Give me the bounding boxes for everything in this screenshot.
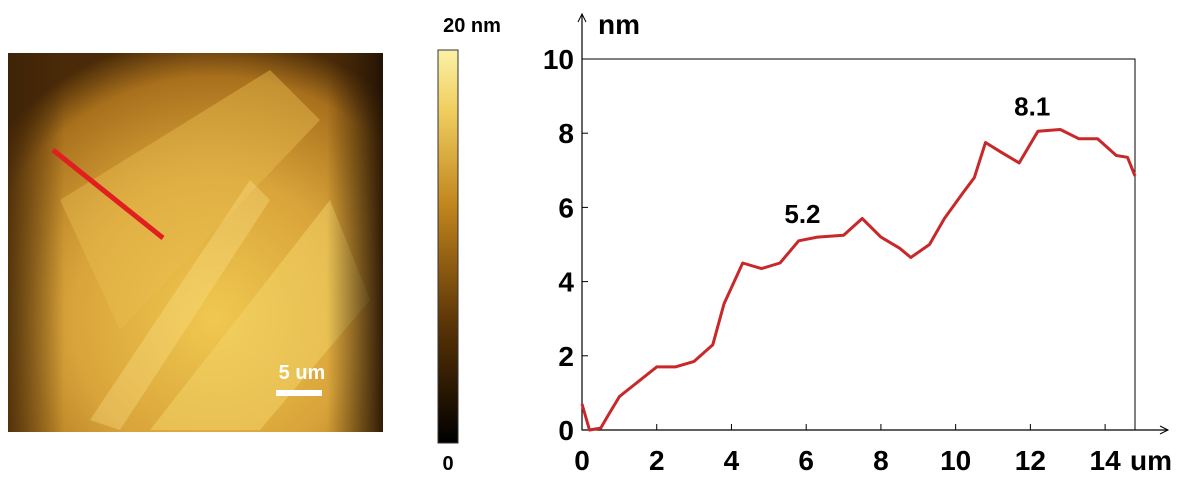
- profile-line: [580, 128, 1137, 432]
- x-tick-label: 14: [1090, 445, 1122, 476]
- x-tick-label: 8: [873, 445, 889, 476]
- y-axis-arrow: [577, 12, 587, 23]
- x-tick-label: 2: [649, 445, 665, 476]
- x-tick-label: 4: [724, 445, 740, 476]
- y-tick-label: 2: [558, 341, 574, 372]
- y-tick-label: 10: [543, 44, 574, 75]
- profile-chart: nm um 0 2 4 6 8 10 0 2 4 6 8 10 12 14 5.2 8.1: [543, 9, 1172, 476]
- afm-image: 5 um: [8, 53, 383, 432]
- annotation: 8.1: [1014, 91, 1050, 121]
- x-tick-label: 12: [1015, 445, 1046, 476]
- colorbar: 20 nm 0: [437, 15, 501, 475]
- scale-bar-label: 5 um: [279, 362, 326, 384]
- y-axis-label: nm: [598, 9, 640, 40]
- colorbar-max-label: 20 nm: [443, 15, 501, 37]
- colorbar-min-label: 0: [442, 453, 453, 475]
- annotation: 5.2: [784, 199, 820, 229]
- x-tick-label: 6: [798, 445, 814, 476]
- x-tick-label: 10: [940, 445, 971, 476]
- y-tick-label: 4: [558, 267, 574, 298]
- x-axis-arrow: [1159, 425, 1170, 435]
- plot-frame: [581, 58, 1136, 431]
- y-tick-label: 0: [558, 415, 574, 446]
- y-tick-label: 6: [558, 192, 574, 223]
- x-axis-label: um: [1130, 445, 1172, 476]
- y-tick-label: 8: [558, 118, 574, 149]
- x-tick-label: 0: [574, 445, 590, 476]
